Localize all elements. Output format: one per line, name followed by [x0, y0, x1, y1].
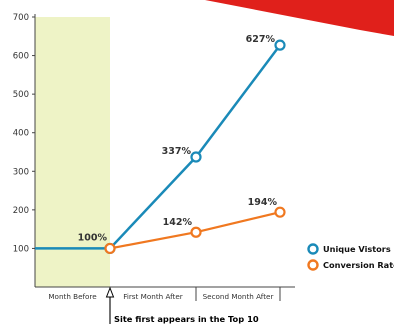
series-point: [274, 39, 286, 51]
series-points: [104, 39, 286, 255]
y-axis-ticks: 100 200 300 400 500 600 700: [13, 13, 35, 254]
y-tick-label: 100: [13, 244, 29, 254]
y-tick-label: 400: [13, 129, 29, 139]
annotation-text: Site first appears in the Top 10: [114, 314, 259, 324]
legend-marker: [307, 243, 319, 255]
y-tick-label: 500: [13, 90, 29, 100]
series-point: [190, 226, 202, 238]
y-tick-label: 200: [13, 206, 29, 216]
x-category-label: First Month After: [123, 292, 183, 301]
x-axis-categories: Month Before First Month After Second Mont…: [48, 287, 281, 301]
month-before-highlight: [35, 17, 110, 287]
series-point: [104, 242, 116, 255]
legend-label: Conversion Rate: [323, 260, 394, 270]
series-point: [274, 206, 286, 218]
data-label: 100%: [78, 232, 108, 243]
top10-annotation: Site first appears in the Top 10: [105, 286, 259, 324]
series-line: [35, 44, 281, 250]
y-tick-label: 600: [13, 52, 29, 62]
data-label: 337%: [162, 146, 192, 157]
red-corner-banner: [205, 0, 394, 36]
series-point: [190, 151, 202, 163]
data-label: 627%: [246, 34, 276, 45]
data-labels: 100% 337% 627% 142% 194%: [78, 34, 278, 243]
x-category-label: Month Before: [48, 292, 97, 301]
y-tick-label: 300: [13, 167, 29, 177]
legend-label: Unique Vistors: [323, 244, 391, 254]
data-label: 142%: [163, 217, 193, 228]
data-label: 194%: [248, 197, 278, 208]
y-tick-label: 700: [13, 13, 29, 23]
legend-marker: [307, 259, 319, 271]
annotation-arrow: [105, 286, 115, 298]
legend: Unique Vistors Conversion Rate: [307, 243, 394, 271]
x-category-label: Second Month After: [203, 292, 274, 301]
